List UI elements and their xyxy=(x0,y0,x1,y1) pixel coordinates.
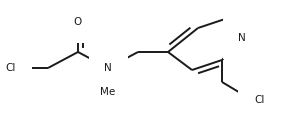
Text: Cl: Cl xyxy=(254,95,264,105)
Text: Cl: Cl xyxy=(6,63,16,73)
Text: Me: Me xyxy=(100,87,116,97)
Text: N: N xyxy=(104,63,112,73)
Text: O: O xyxy=(74,17,82,27)
Text: N: N xyxy=(238,33,246,43)
